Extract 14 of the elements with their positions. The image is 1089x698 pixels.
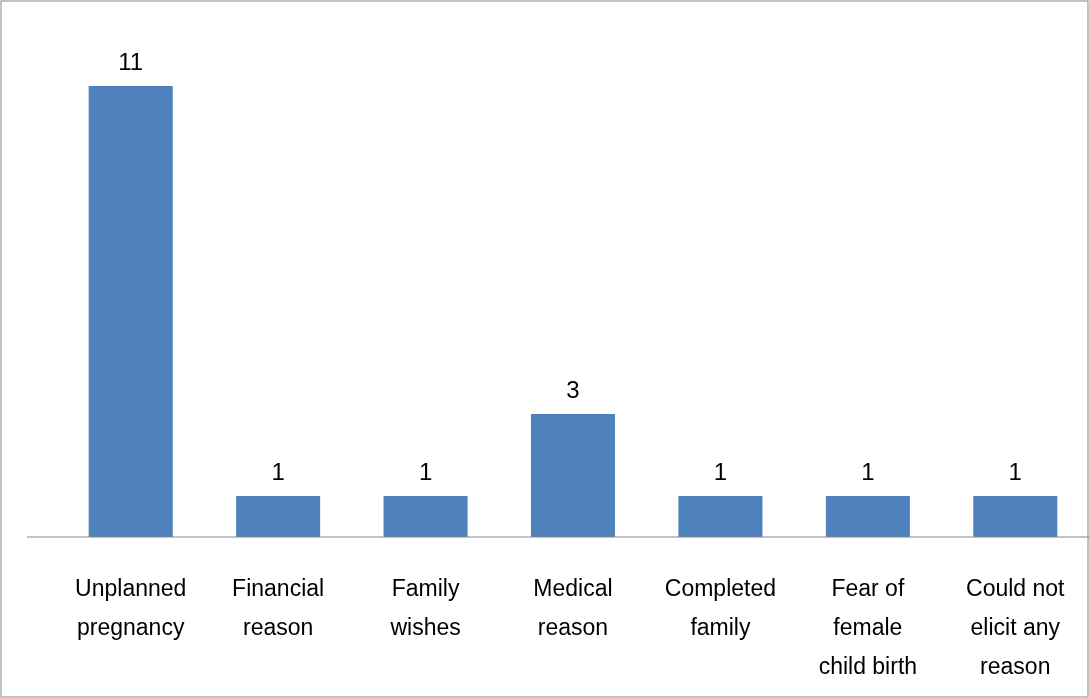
data-label: 1 [271,458,285,485]
x-tick-label: Completed family [664,575,777,640]
data-label: 1 [713,458,728,485]
data-label: 1 [1008,458,1022,485]
data-label: 3 [566,376,580,403]
data-label: 1 [418,458,433,485]
data-label: 1 [861,458,875,485]
x-tick-label: Medical reason [533,575,613,640]
x-tick-label: Unplanned pregnancy [75,575,187,640]
x-tick-label: Financial reason [232,575,325,640]
data-label: 11 [118,48,144,75]
x-tick-label: Fear of female child birth [818,575,918,679]
x-tick-label: Family wishes [389,575,461,640]
x-tick-label: Could not elicit any reason [966,575,1066,679]
